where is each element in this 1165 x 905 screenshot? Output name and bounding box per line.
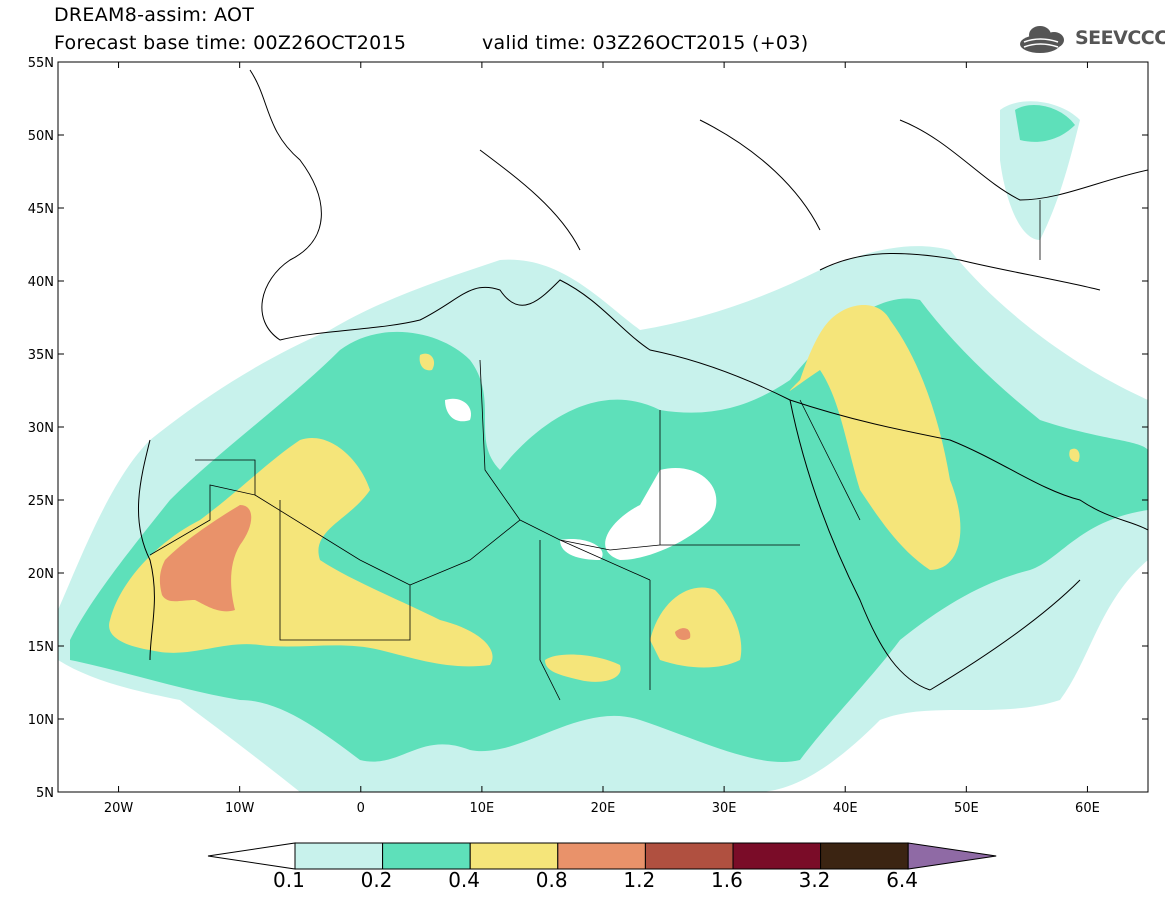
colorbar-max-arrow [907, 842, 997, 870]
lat-tick-label: 55N [28, 56, 54, 71]
map-title: DREAM8-assim: AOT [54, 4, 255, 26]
coastlines [137, 69, 1148, 691]
country-borders [149, 200, 1041, 701]
aot-contour-0.8 [159, 505, 691, 640]
lat-tick-label: 30N [28, 421, 54, 436]
colorbar-label: 1.2 [623, 868, 656, 892]
lon-tick-label: 20E [591, 801, 616, 816]
lon-tick-label: 40E [833, 801, 858, 816]
colorbar-label: 0.1 [273, 868, 305, 892]
lon-tick-label: 0 [357, 801, 365, 816]
cloud-logo-icon [1020, 26, 1064, 53]
lat-tick-label: 45N [28, 202, 54, 217]
colorbar-min-arrow [207, 842, 296, 870]
lat-tick-label: 35N [28, 348, 54, 363]
colorbar-box [469, 842, 559, 870]
lat-tick-label: 15N [28, 640, 54, 655]
colorbar-box [557, 842, 646, 870]
lon-tick-label: 20W [104, 801, 134, 816]
lat-tick-label: 10N [28, 713, 54, 728]
valid-time: valid time: 03Z26OCT2015 (+03) [482, 32, 809, 54]
lat-tick-label: 5N [36, 786, 54, 801]
colorbar-label: 0.4 [448, 868, 480, 892]
lat-tick-label: 40N [28, 275, 54, 290]
colorbar-box [732, 842, 822, 870]
lon-tick-label: 10W [225, 801, 255, 816]
colorbar-label: 1.6 [711, 868, 743, 892]
logo-text: SEEVCCC [1075, 27, 1165, 49]
lon-tick-label: 30E [712, 801, 737, 816]
colorbar-label: 3.2 [798, 868, 831, 892]
lat-tick-label: 50N [28, 129, 54, 144]
lon-tick-label: 60E [1075, 801, 1100, 816]
aot-contour-0.4 [109, 305, 1080, 682]
colorbar-label: 6.4 [886, 868, 918, 892]
colorbar-box [382, 842, 471, 870]
lat-tick-label: 25N [28, 494, 54, 509]
colorbar-label: 0.8 [535, 868, 568, 892]
lon-tick-label: 50E [954, 801, 979, 816]
forecast-base-time: Forecast base time: 00Z26OCT2015 [54, 32, 407, 54]
lon-tick-label: 10E [470, 801, 495, 816]
colorbar-box [644, 842, 734, 870]
colorbar-box [294, 842, 384, 870]
colorbar-box [820, 842, 909, 870]
lat-tick-label: 20N [28, 567, 54, 582]
colorbar-label: 0.2 [360, 868, 393, 892]
